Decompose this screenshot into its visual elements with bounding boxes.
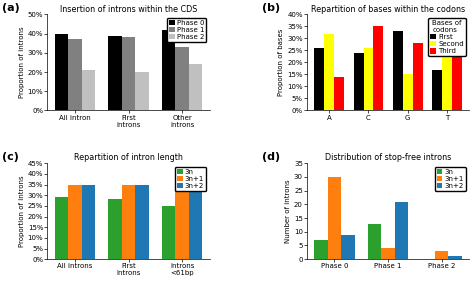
Bar — [109, 200, 122, 259]
Bar — [382, 248, 395, 259]
Bar — [109, 35, 122, 110]
Bar — [452, 55, 462, 110]
Bar — [324, 34, 334, 110]
Bar — [122, 37, 135, 110]
Bar — [395, 202, 408, 259]
Bar — [314, 48, 324, 110]
Bar — [334, 77, 344, 110]
Bar — [189, 64, 202, 110]
Title: Insertion of introns within the CDS: Insertion of introns within the CDS — [60, 5, 197, 14]
Bar — [435, 251, 448, 259]
Bar — [374, 26, 383, 110]
Bar — [55, 34, 68, 110]
Bar — [82, 70, 95, 110]
Y-axis label: Proportion of introns: Proportion of introns — [19, 26, 25, 98]
Bar — [341, 234, 355, 259]
Y-axis label: Proportion of introns: Proportion of introns — [19, 175, 25, 247]
Bar — [68, 185, 82, 259]
Bar — [175, 47, 189, 110]
Text: (b): (b) — [262, 3, 280, 13]
Title: Distribution of stop-free introns: Distribution of stop-free introns — [325, 154, 451, 162]
Bar — [122, 185, 135, 259]
Bar — [55, 197, 68, 259]
Bar — [68, 39, 82, 110]
Text: (d): (d) — [262, 152, 280, 162]
Bar — [442, 48, 452, 110]
Bar — [162, 30, 175, 110]
Bar — [393, 31, 403, 110]
Title: Repartition of bases within the codons: Repartition of bases within the codons — [311, 5, 465, 14]
Bar — [135, 72, 149, 110]
Bar — [403, 74, 413, 110]
Bar — [364, 48, 374, 110]
Legend: 3n, 3n+1, 3n+2: 3n, 3n+1, 3n+2 — [435, 167, 466, 191]
Title: Repartition of intron length: Repartition of intron length — [74, 154, 183, 162]
Legend: First, Second, Third: First, Second, Third — [428, 18, 466, 56]
Text: (a): (a) — [2, 3, 20, 13]
Y-axis label: Proportion of bases: Proportion of bases — [278, 29, 284, 96]
Legend: 3n, 3n+1, 3n+2: 3n, 3n+1, 3n+2 — [175, 167, 206, 191]
Y-axis label: Number of introns: Number of introns — [285, 179, 291, 243]
Bar — [135, 185, 149, 259]
Bar — [448, 256, 462, 259]
Bar — [175, 187, 189, 259]
Bar — [354, 53, 364, 110]
Bar — [432, 70, 442, 110]
Bar — [82, 185, 95, 259]
Bar — [328, 177, 341, 259]
Bar — [413, 43, 422, 110]
Bar — [314, 240, 328, 259]
Legend: Phase 0, Phase 1, Phase 2: Phase 0, Phase 1, Phase 2 — [167, 18, 206, 42]
Text: (c): (c) — [2, 152, 19, 162]
Bar — [162, 206, 175, 259]
Bar — [368, 223, 382, 259]
Bar — [189, 174, 202, 259]
